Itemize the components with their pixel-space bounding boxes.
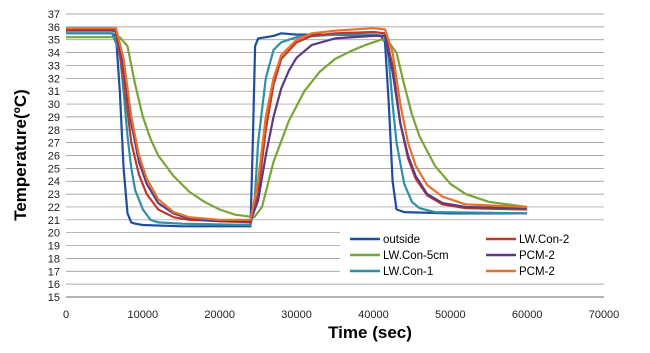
series-line-1 bbox=[66, 32, 528, 228]
x-tick-label: 30000 bbox=[281, 309, 312, 321]
y-tick-label: 35 bbox=[48, 35, 60, 47]
x-tick-label: 10000 bbox=[128, 309, 159, 321]
y-tick-label: 24 bbox=[48, 176, 60, 188]
y-tick-label: 30 bbox=[48, 99, 60, 111]
y-tick-label: 22 bbox=[48, 202, 60, 214]
y-tick-label: 19 bbox=[48, 241, 60, 253]
legend-label: LW.Con-1 bbox=[383, 266, 433, 278]
legend-label: LW.Con-5cm bbox=[383, 250, 449, 262]
series-line-5 bbox=[66, 28, 528, 223]
y-tick-label: 31 bbox=[48, 86, 60, 98]
series-line-6 bbox=[66, 27, 528, 221]
x-tick-label: 50000 bbox=[435, 309, 466, 321]
x-tick-label: 60000 bbox=[512, 309, 543, 321]
y-tick-label: 37 bbox=[48, 9, 60, 21]
legend-box bbox=[340, 228, 608, 280]
y-tick-label: 23 bbox=[48, 189, 60, 201]
x-axis-title: Time (sec) bbox=[328, 323, 412, 342]
legend-label: outside bbox=[383, 234, 420, 246]
legend-label: PCM-2 bbox=[519, 266, 555, 278]
x-tick-label: 0 bbox=[63, 309, 69, 321]
y-tick-label: 28 bbox=[48, 125, 60, 137]
y-tick-label: 17 bbox=[48, 266, 60, 278]
x-tick-label: 70000 bbox=[589, 309, 620, 321]
x-tick-label: 40000 bbox=[358, 309, 389, 321]
y-tick-label: 25 bbox=[48, 163, 60, 175]
series-line-2 bbox=[66, 36, 528, 219]
y-tick-label: 16 bbox=[48, 279, 60, 291]
y-tick-label: 34 bbox=[48, 48, 60, 60]
y-tick-label: 33 bbox=[48, 60, 60, 72]
y-tick-label: 15 bbox=[48, 292, 60, 304]
y-tick-label: 29 bbox=[48, 112, 60, 124]
x-tick-label: 20000 bbox=[204, 309, 235, 321]
legend-label: PCM-2 bbox=[519, 250, 555, 262]
y-tick-label: 36 bbox=[48, 22, 60, 34]
y-tick-label: 27 bbox=[48, 138, 60, 150]
y-tick-label: 18 bbox=[48, 253, 60, 265]
legend-label: LW.Con-2 bbox=[519, 234, 569, 246]
y-axis-title: Temperature(ºC) bbox=[11, 89, 30, 221]
y-tick-label: 26 bbox=[48, 151, 60, 163]
series-line-3 bbox=[66, 32, 528, 227]
y-tick-label: 32 bbox=[48, 73, 60, 85]
y-tick-label: 20 bbox=[48, 228, 60, 240]
y-tick-label: 21 bbox=[48, 215, 60, 227]
